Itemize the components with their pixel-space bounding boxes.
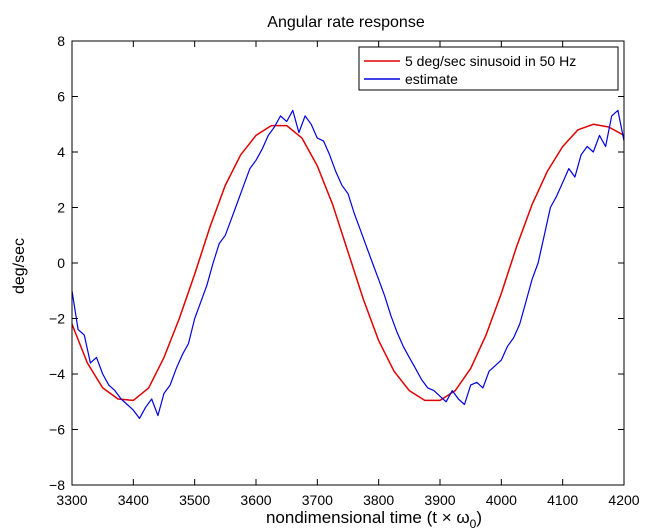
x-tick-label: 3700: [302, 492, 333, 508]
y-tick-label: −8: [49, 477, 65, 493]
y-tick-label: −6: [49, 422, 65, 438]
y-tick-label: −4: [49, 366, 65, 382]
x-axis-label: nondimensional time (t × ω0): [266, 508, 482, 531]
y-tick-label: 8: [57, 33, 65, 49]
x-tick-label: 3800: [363, 492, 394, 508]
x-tick-label: 3600: [240, 492, 271, 508]
chart-title: Angular rate response: [267, 14, 425, 31]
x-tick-label: 4000: [486, 492, 517, 508]
x-axis-label-subscript: 0: [470, 517, 477, 531]
axis-ticks: 3300 3400 3500 3600 3700 3800 3900 4000 4100 4200…: [49, 33, 640, 508]
plot-frame: [71, 40, 625, 486]
legend-label-sinusoid: 5 deg/sec sinusoid in 50 Hz: [405, 53, 576, 69]
estimate-series-line: [71, 109, 625, 419]
y-tick-label: 0: [57, 255, 65, 271]
y-tick-label: 4: [57, 144, 65, 160]
x-tick-label: 3500: [179, 492, 210, 508]
x-axis-label-main: nondimensional time (t × ω: [266, 508, 470, 527]
plot-area: [71, 109, 625, 419]
x-tick-label: 4100: [547, 492, 578, 508]
x-tick-label: 3900: [424, 492, 455, 508]
x-tick-label: 3400: [118, 492, 149, 508]
y-tick-label: 6: [57, 89, 65, 105]
y-tick-label: −2: [49, 311, 65, 327]
x-axis-label-close: ): [476, 508, 482, 527]
legend-box: [358, 46, 619, 91]
y-axis-label: deg/sec: [11, 238, 28, 294]
legend-label-estimate: estimate: [405, 71, 458, 87]
y-tick-label: 2: [57, 200, 65, 216]
legend: 5 deg/sec sinusoid in 50 Hz estimate: [358, 46, 619, 91]
x-tick-label: 3300: [56, 492, 87, 508]
x-tick-label: 4200: [608, 492, 639, 508]
sinusoid-series-line: [71, 123, 625, 402]
